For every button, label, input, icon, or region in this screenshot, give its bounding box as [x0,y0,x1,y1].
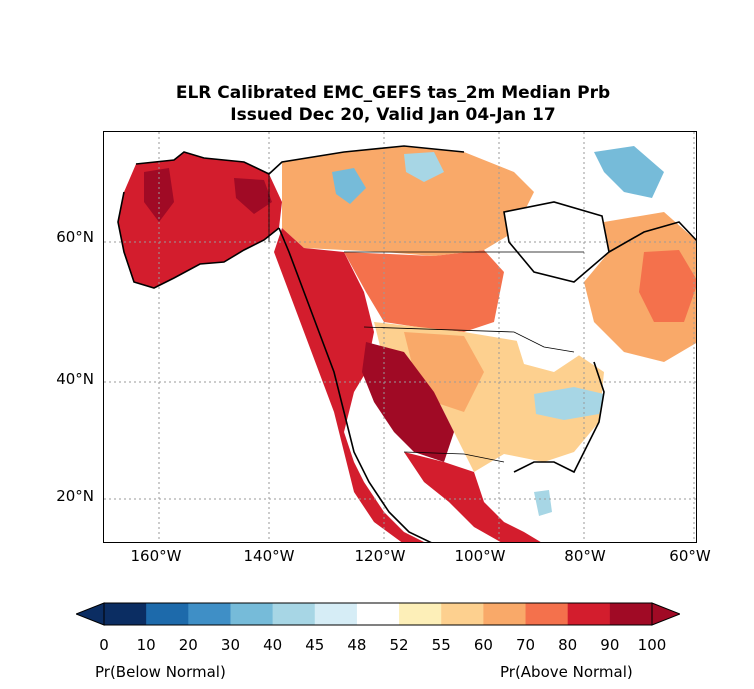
lat-label-60: 60°N [56,228,94,246]
colorbar-tick-label: 80 [558,636,578,654]
lon-label-140: 140°W [243,547,295,565]
colorbar-swatch [146,603,189,625]
lon-label-160: 160°W [130,547,182,565]
colorbar-tick-label: 48 [347,636,367,654]
lon-label-100: 100°W [454,547,506,565]
probability-map [103,131,697,543]
colorbar-tick-label: 10 [136,636,156,654]
colorbar-tick-label: 40 [263,636,283,654]
region-us-central [404,332,484,412]
lon-label-120: 120°W [354,547,406,565]
colorbar-swatch [230,603,274,625]
colorbar-arrow-right [651,602,680,626]
colorbar-swatch [567,603,611,625]
colorbar-tick-label: 0 [99,636,109,654]
colorbar-tick-label: 100 [637,636,667,654]
colorbar-frame [103,602,653,626]
region-quebec-red [639,250,696,322]
region-arctic-lightblue [404,152,444,182]
colorbar-tick-label: 45 [305,636,325,654]
borders [268,174,584,463]
colorbar-swatch [609,603,653,625]
colorbar-tick-label: 20 [178,636,198,654]
colorbar-swatch [483,603,527,625]
region-alaska-dark [144,168,272,222]
lat-label-20: 20°N [56,487,94,505]
region-prairies [344,250,504,332]
map-title-line1: ELR Calibrated EMC_GEFS tas_2m Median Pr… [175,83,611,103]
lat-label-40: 40°N [56,370,94,388]
lon-label-80: 80°W [564,547,606,565]
colorbar-tick-label: 55 [431,636,451,654]
map-title-line2: Issued Dec 20, Valid Jan 04-Jan 17 [230,105,556,125]
region-central-america-blue [534,490,552,516]
graticule [104,132,696,542]
colorbar-right-label: Pr(Above Normal) [500,663,633,681]
colorbar-left-label: Pr(Below Normal) [95,663,226,681]
region-mexico [404,452,541,542]
colorbar-tick-label: 60 [473,636,493,654]
colorbar-swatch [399,603,442,625]
colorbar-tick-label: 90 [600,636,620,654]
lon-label-60: 60°W [669,547,711,565]
region-us-southwest [362,342,454,462]
colorbar-swatch [104,603,147,625]
colorbar-tick-label: 30 [220,636,240,654]
map-canvas [104,132,696,542]
colorbar-swatch [188,603,231,625]
coastlines [117,145,696,542]
colorbar-tick-label: 70 [515,636,536,654]
colorbar-swatch [525,603,569,625]
colorbar [76,602,680,626]
colorbar-swatch [272,603,316,625]
colorbar-tick-label: 52 [389,636,409,654]
region-us-east-blue [534,387,604,420]
region-alaska [118,152,282,288]
colorbar-swatch [356,603,400,625]
region-west-canada [274,228,424,542]
colorbar-arrow-left [76,602,105,626]
region-hudson-bay [504,202,609,282]
colorbar-swatch [441,603,484,625]
colorbar-swatch [314,603,358,625]
region-arctic-blue [332,146,664,204]
